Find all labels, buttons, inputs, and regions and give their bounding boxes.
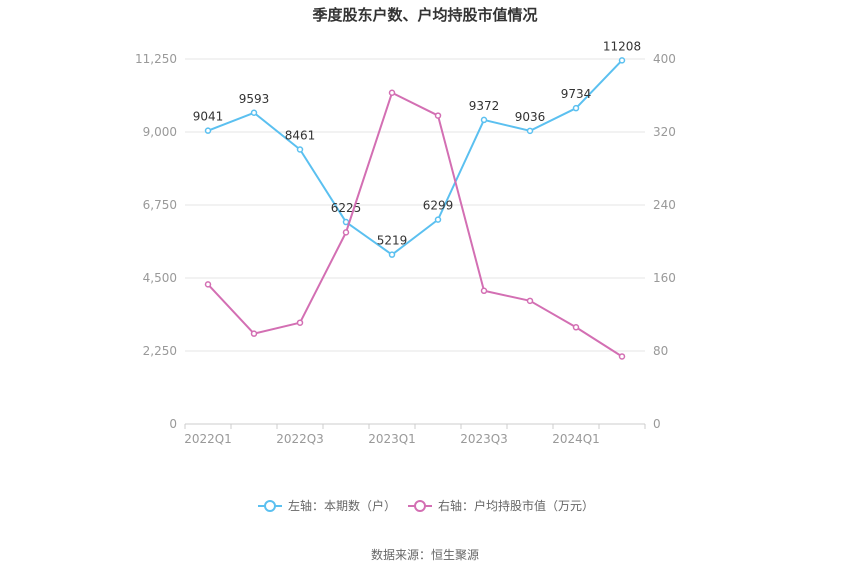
series-1-point	[572, 104, 580, 112]
series-2-point	[480, 287, 488, 295]
series-1-point	[480, 116, 488, 124]
series-1-point	[296, 146, 304, 153]
right-axis-tick-label: 80	[653, 344, 668, 358]
legend: 左轴：本期数（户） 右轴：户均持股市值（万元）	[258, 498, 594, 513]
series-2-point	[342, 229, 350, 236]
left-axis-tick-label: 6,750	[143, 198, 177, 212]
x-axis-tick-label: 2022Q3	[276, 432, 324, 446]
x-axis: 2022Q1 2022Q3 2023Q1 2023Q3 2024Q1	[184, 423, 646, 446]
series-2-point	[526, 297, 534, 305]
series-2-point	[296, 319, 304, 326]
data-label: 9041	[193, 110, 224, 124]
chart-title: 季度股东户数、户均持股市值情况	[312, 6, 537, 24]
grid-lines	[185, 58, 645, 352]
data-label: 9593	[239, 92, 270, 106]
series-group: 9041 9593 8461 6225 5219 6299 9372 9036 9734 1120…	[193, 39, 641, 360]
data-label: 11208	[603, 39, 641, 53]
series-1-point	[434, 216, 442, 223]
right-axis-tick-label: 240	[653, 198, 676, 212]
right-axis-tick-label: 0	[653, 417, 661, 431]
series-2-point	[204, 281, 212, 288]
series-2-point	[250, 330, 258, 337]
series-line-1	[207, 59, 623, 256]
x-axis-tick-label: 2023Q3	[460, 432, 508, 446]
right-axis-tick-label: 320	[653, 125, 676, 139]
series-1-point	[250, 109, 258, 117]
series-2-point	[434, 112, 442, 119]
left-axis-tick-label: 0	[169, 417, 177, 431]
legend-label-1: 左轴：本期数（户）	[288, 498, 396, 513]
legend-marker-2	[414, 500, 426, 512]
series-2-point	[572, 324, 580, 331]
data-label: 8461	[285, 128, 316, 142]
data-source: 数据来源：恒生聚源	[371, 547, 479, 562]
series-1-point	[388, 251, 396, 258]
series-2-point	[388, 89, 396, 97]
data-label: 6225	[331, 201, 362, 215]
data-label: 6299	[423, 199, 454, 213]
series-1-point	[618, 57, 626, 64]
x-axis-tick-label: 2023Q1	[368, 432, 416, 446]
series-line-2	[207, 91, 623, 358]
right-axis-tick-label: 400	[653, 52, 676, 66]
left-axis-tick-label: 2,250	[143, 344, 177, 358]
series-1-point	[342, 218, 350, 226]
right-axis-tick-label: 160	[653, 271, 676, 285]
right-axis-ticks: 0 80 160 240 320 400	[653, 52, 676, 431]
left-axis-tick-label: 11,250	[135, 52, 177, 66]
data-label: 5219	[377, 234, 408, 248]
data-label: 9036	[515, 110, 546, 124]
left-axis-tick-label: 4,500	[143, 271, 177, 285]
series-1-point	[526, 127, 534, 135]
series-1-point	[204, 127, 212, 134]
x-axis-tick-label: 2022Q1	[184, 432, 232, 446]
left-axis-ticks: 0 2,250 4,500 6,750 9,000 11,250	[135, 52, 177, 431]
series-2-point	[618, 353, 626, 360]
x-axis-tick-label: 2024Q1	[552, 432, 600, 446]
legend-label-2: 右轴：户均持股市值（万元）	[438, 498, 594, 513]
data-label: 9734	[561, 87, 592, 101]
legend-marker-1	[264, 500, 276, 512]
left-axis-tick-label: 9,000	[143, 125, 177, 139]
data-label: 9372	[469, 99, 500, 113]
